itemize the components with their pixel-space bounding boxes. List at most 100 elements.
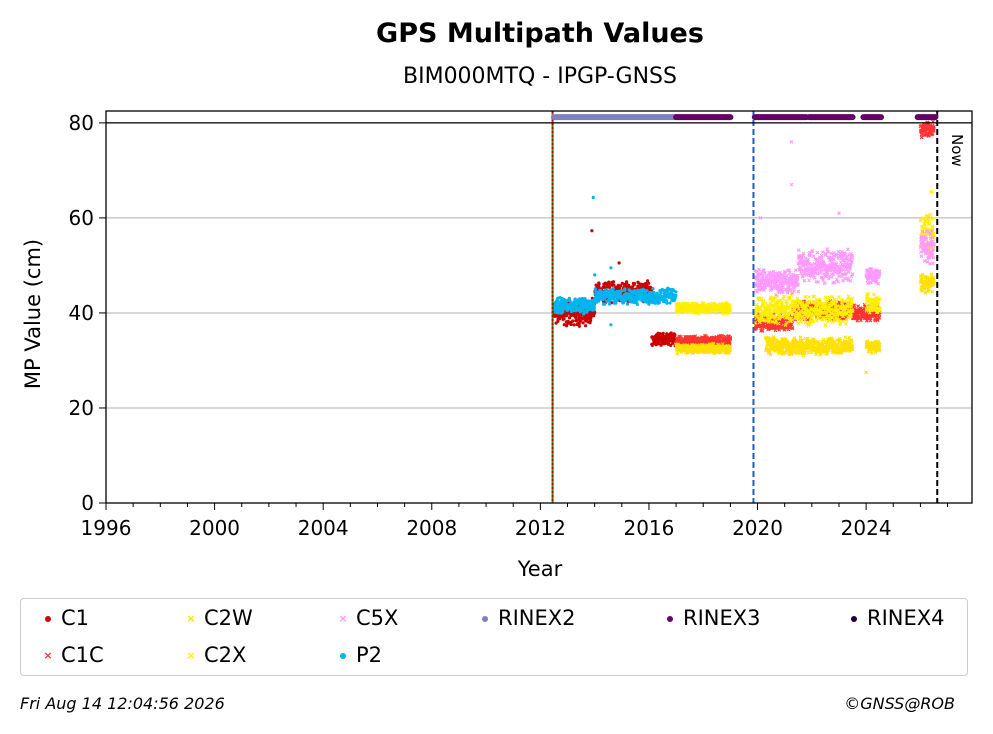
point-c5x (850, 253, 855, 258)
point-c5x (836, 280, 840, 284)
point-c5x (920, 229, 925, 234)
point-p2 (635, 302, 640, 306)
point-c2w (877, 348, 882, 353)
point-p2 (568, 299, 572, 303)
point-p2 (593, 273, 597, 277)
point-c2w (675, 351, 680, 356)
point-c5x (821, 278, 826, 282)
point-p2 (645, 289, 649, 293)
point-c2w (850, 347, 855, 352)
point-c5x (793, 268, 798, 273)
footer-timestamp: Fri Aug 14 12:04:56 2026 (20, 694, 225, 713)
point-c5x (825, 247, 830, 251)
point-c5x (803, 256, 808, 261)
point-c5x (802, 278, 807, 283)
point-c5x (780, 285, 785, 290)
point-c5x (810, 263, 815, 268)
point-p2 (657, 301, 661, 305)
point-p2 (635, 299, 639, 303)
point-c5x (928, 232, 933, 237)
point-c1 (562, 317, 566, 321)
point-c5x (807, 278, 811, 283)
point-c5x (810, 248, 815, 253)
point-c2x (844, 322, 848, 326)
point-c2x (844, 318, 849, 323)
y-tick-label: 0 (81, 491, 94, 515)
point-c2x (820, 318, 825, 322)
point-c2x (776, 321, 781, 326)
point-c1 (574, 315, 578, 319)
legend-label-rinex4: RINEX4 (867, 606, 945, 630)
point-p2 (651, 287, 655, 291)
point-c5x (931, 246, 936, 251)
point-c5x (778, 270, 782, 275)
point-c2w (850, 344, 855, 349)
point-c2w (864, 370, 868, 375)
point-c5x (816, 280, 820, 284)
point-c2x (796, 321, 801, 326)
legend-item-c1: C1 (35, 606, 89, 630)
point-c2x (758, 307, 763, 312)
point-p2 (582, 310, 587, 314)
y-tick-label: 20 (69, 396, 94, 420)
point-p2 (652, 290, 656, 294)
point-c2x (931, 216, 936, 221)
chart-title: GPS Multipath Values (376, 18, 704, 49)
point-c2x (799, 318, 804, 323)
point-c1c (782, 328, 787, 332)
point-c2x (812, 294, 817, 299)
legend-item-c2x: × C2X (178, 643, 246, 667)
point-c1 (647, 281, 651, 285)
point-c5x (796, 282, 800, 287)
point-c1c (920, 131, 925, 136)
legend-item-rinex2: RINEX2 (472, 606, 576, 630)
point-c2x (849, 301, 854, 306)
point-c2x (803, 294, 808, 299)
point-c5x (826, 250, 831, 254)
point-c5x (762, 268, 766, 272)
point-c2x (792, 307, 797, 312)
point-c2x (769, 308, 773, 312)
point-p2 (665, 301, 669, 305)
point-c2w (801, 353, 806, 358)
point-c2x (827, 295, 832, 300)
point-c5x (877, 269, 882, 273)
point-p2 (609, 323, 613, 327)
point-p2 (591, 195, 595, 200)
point-c1 (584, 324, 588, 328)
plot-frame (105, 110, 973, 504)
point-c5x (834, 277, 839, 282)
point-c5x (823, 253, 828, 258)
point-c5x (837, 211, 841, 216)
point-c2w (825, 352, 830, 356)
point-c2x (836, 295, 841, 299)
point-c2x (796, 304, 800, 309)
point-c1 (611, 280, 616, 284)
point-c2x (823, 323, 828, 327)
point-p2 (620, 289, 624, 293)
point-c5x (799, 268, 804, 273)
point-c5x (815, 250, 820, 255)
point-c2w (845, 339, 850, 344)
point-c2x (774, 318, 778, 323)
point-c1c (852, 303, 857, 308)
legend-marker-c5x: × (338, 612, 348, 625)
legend-marker-c1 (35, 611, 61, 625)
x-tick-label: 2008 (406, 516, 457, 540)
point-c1 (572, 323, 576, 327)
point-c1 (669, 343, 673, 347)
legend-label-c5x: C5X (356, 606, 399, 630)
point-c1c (787, 325, 792, 330)
vertical-markers (551, 111, 939, 503)
point-c5x (758, 216, 763, 220)
legend-marker-rinex3 (657, 611, 683, 625)
legend-label-c1: C1 (61, 606, 90, 630)
point-c1c (932, 124, 936, 129)
point-c2w (838, 338, 843, 343)
point-c1c (790, 326, 795, 330)
legend-label-rinex2: RINEX2 (498, 606, 576, 630)
point-c2x (922, 223, 927, 227)
point-c2w (873, 350, 878, 355)
legend-item-rinex4: RINEX4 (841, 606, 945, 630)
point-c5x (801, 251, 806, 256)
